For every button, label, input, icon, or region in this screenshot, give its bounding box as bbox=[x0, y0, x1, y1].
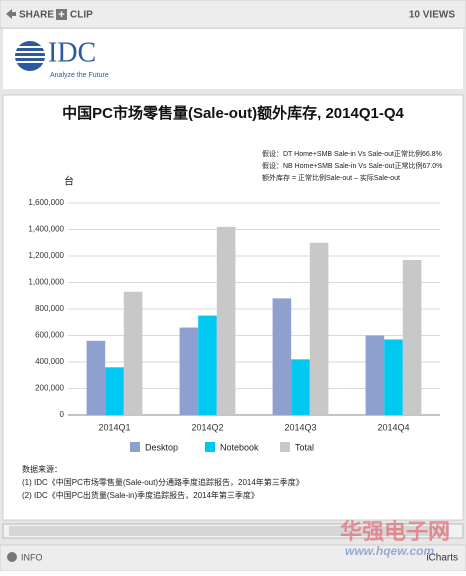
logo-area bbox=[3, 29, 463, 89]
x-tick-label: 2014Q1 bbox=[98, 422, 130, 432]
x-tick-label: 2014Q3 bbox=[284, 422, 316, 432]
bar bbox=[86, 340, 106, 415]
bar bbox=[291, 359, 310, 415]
legend-swatch bbox=[130, 442, 140, 452]
bar bbox=[216, 226, 236, 415]
share-button[interactable]: SHARE bbox=[19, 10, 54, 21]
y-tick-label: 1,400,000 bbox=[28, 225, 64, 234]
logo-tagline: Analyze the Future bbox=[50, 72, 109, 79]
info-button[interactable]: INFO bbox=[21, 552, 43, 562]
y-tick-label: 0 bbox=[60, 410, 65, 419]
legend-label: Notebook bbox=[220, 442, 259, 452]
toolbar bbox=[0, 0, 466, 29]
note: 额外库存 = 正常比例Sale-out – 实际Sale-out bbox=[262, 173, 400, 182]
bar bbox=[309, 242, 329, 415]
footer-bar bbox=[0, 544, 466, 572]
y-tick-label: 800,000 bbox=[35, 304, 64, 313]
info-icon[interactable] bbox=[7, 552, 17, 562]
bar bbox=[272, 298, 292, 415]
note: 假设：NB Home+SMB Sale-in Vs Sale-out正常比例67… bbox=[262, 161, 442, 170]
watermark-name: 华强电子网 bbox=[340, 519, 450, 544]
y-tick-label: 600,000 bbox=[35, 331, 64, 340]
x-tick-label: 2014Q2 bbox=[191, 422, 223, 432]
y-tick-label: 1,200,000 bbox=[28, 251, 64, 260]
x-tick-label: 2014Q4 bbox=[377, 422, 409, 432]
clip-button[interactable]: CLIP bbox=[70, 10, 93, 21]
bar bbox=[123, 291, 143, 415]
y-tick-label: 1,000,000 bbox=[28, 278, 64, 287]
scrollbar-thumb[interactable] bbox=[9, 526, 449, 536]
bar bbox=[365, 335, 385, 415]
chart-title: 中国PC市场零售量(Sale-out)额外库存, 2014Q1-Q4 bbox=[62, 104, 404, 122]
share-icon[interactable] bbox=[6, 9, 16, 19]
source-line: 数据来源： bbox=[22, 464, 62, 474]
y-tick-label: 1,600,000 bbox=[28, 198, 64, 207]
bar bbox=[105, 367, 124, 415]
legend-swatch bbox=[205, 442, 215, 452]
legend-label: Desktop bbox=[145, 442, 178, 452]
logo-globe bbox=[14, 41, 46, 71]
clip-plus: + bbox=[58, 9, 64, 21]
views-count: 10 VIEWS bbox=[409, 10, 455, 21]
bar bbox=[384, 339, 403, 415]
bar bbox=[402, 259, 422, 415]
watermark-url: www.hqew.com bbox=[345, 544, 434, 558]
bar bbox=[198, 315, 217, 415]
logo-name: IDC bbox=[48, 37, 96, 68]
source-line: (1) IDC《中国PC市场零售量(Sale-out)分通路季度追踪报告，201… bbox=[22, 477, 304, 487]
y-axis-label: 台 bbox=[64, 175, 74, 188]
bar bbox=[179, 327, 199, 415]
clip-icon[interactable] bbox=[56, 9, 67, 20]
footer-brand: iCharts bbox=[426, 553, 458, 564]
legend-label: Total bbox=[295, 442, 314, 452]
note: 假设：DT Home+SMB Sale-in Vs Sale-out正常比例66… bbox=[262, 149, 442, 158]
source-line: (2) IDC《中国PC出货量(Sale-in)季度追踪报告，2014年第三季度… bbox=[22, 490, 259, 500]
legend-swatch bbox=[280, 442, 290, 452]
y-tick-label: 200,000 bbox=[35, 384, 64, 393]
y-tick-label: 400,000 bbox=[35, 357, 64, 366]
